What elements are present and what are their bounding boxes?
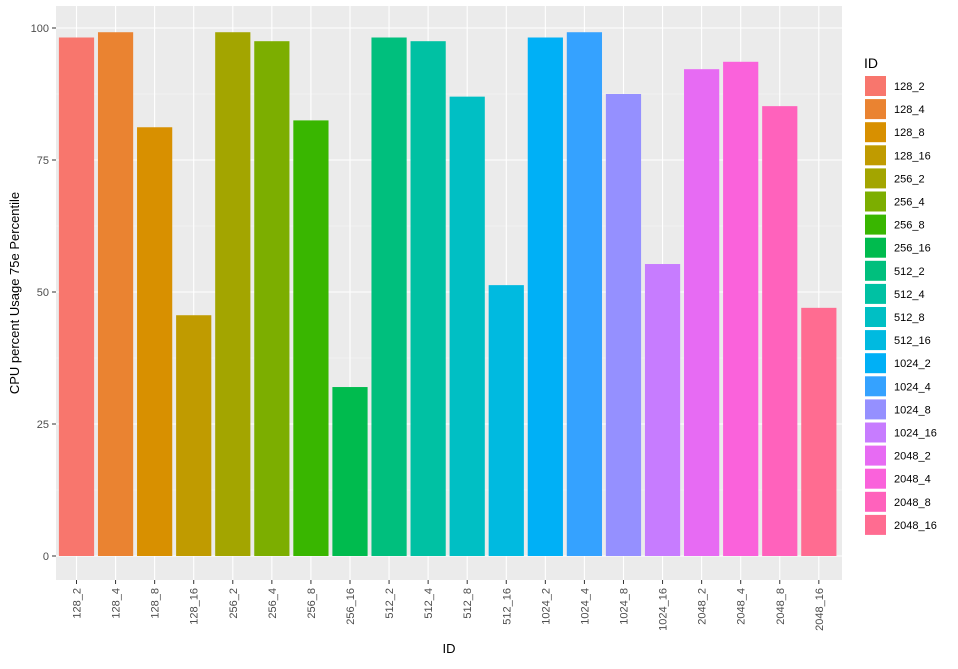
bar-128_16 [176,315,212,556]
legend-key-256_16 [865,237,886,258]
bar-1024_4 [566,32,603,556]
bar-2048_4 [723,61,759,557]
legend-label: 1024_2 [894,358,931,370]
legend-label: 2048_4 [894,474,931,486]
legend-label: 512_4 [894,289,925,301]
bar-128_4 [97,32,134,556]
legend-key-128_8 [865,122,886,143]
bar-1024_8 [605,94,642,556]
legend-key-128_2 [865,76,886,96]
x-axis: 128_2 128_4 128_8 128_16 256_2 256_4 256_8 256_… [72,580,826,631]
x-axis-title: ID [443,641,456,656]
x-tick-label: 512_8 [462,588,474,619]
legend-key-1024_2 [865,353,886,374]
x-tick-label: 512_2 [384,588,396,619]
y-tick-label: 75 [37,155,49,167]
bar-512_4 [410,41,446,556]
legend-key-1024_16 [865,422,886,443]
legend-label: 1024_4 [894,381,931,393]
bar-512_16 [488,285,524,556]
legend-key-512_8 [865,307,886,327]
legend-key-2048_2 [865,445,886,466]
legend-label: 512_16 [894,335,931,347]
bar-1024_2 [527,37,563,556]
legend-key-256_8 [865,214,886,235]
legend-key-128_4 [865,99,886,120]
legend-key-256_4 [865,191,886,212]
legend-label: 512_8 [894,312,925,324]
legend-key-128_16 [865,145,886,166]
x-tick-label: 1024_2 [540,588,552,625]
bar-512_8 [449,96,485,556]
y-tick-label: 0 [43,551,49,563]
legend-label: 256_16 [894,243,931,255]
legend-label: 512_2 [894,266,925,278]
legend-key-2048_4 [865,468,886,489]
x-tick-label: 128_2 [72,588,84,619]
legend-label: 2048_8 [894,497,931,509]
legend-label: 128_8 [894,127,925,139]
y-tick-label: 100 [31,23,49,35]
x-tick-label: 512_4 [423,588,435,619]
legend-label: 1024_8 [894,404,931,416]
legend-key-1024_8 [865,399,886,420]
x-tick-label: 256_2 [228,588,240,619]
legend-key-512_16 [865,330,886,351]
x-tick-label: 2048_2 [697,588,709,625]
bar-2048_2 [684,69,720,557]
bar-2048_16 [801,307,837,556]
legend-key-2048_8 [865,491,886,512]
x-tick-label: 128_8 [150,588,162,619]
bar-256_8 [293,120,329,557]
x-tick-label: 2048_4 [736,588,748,625]
legend-label: 128_4 [894,104,925,116]
bar-128_8 [137,127,173,556]
legend-label: 128_16 [894,150,931,162]
bar-1024_16 [644,264,681,556]
x-tick-label: 256_4 [267,588,279,619]
legend-key-512_4 [865,283,886,304]
x-tick-label: 512_16 [501,588,513,625]
legend-label: 2048_2 [894,451,931,463]
bar-256_2 [215,32,251,556]
legend-label: 1024_16 [894,428,937,440]
y-axis: 0 25 50 75 100 [31,23,56,563]
x-tick-label: 1024_8 [618,588,630,625]
legend-key-2048_16 [865,514,886,535]
x-tick-label: 256_8 [306,588,318,619]
bar-256_4 [254,41,290,556]
legend: ID 128_2 128_4 128_8 128_16 256_2 256_4 256_8 2… [864,55,937,535]
legend-label: 2048_16 [894,520,937,532]
legend-title: ID [864,55,878,71]
x-tick-label: 2048_16 [814,588,826,631]
y-tick-label: 50 [37,287,49,299]
x-tick-label: 128_16 [189,588,201,625]
bar-512_2 [371,37,407,556]
x-tick-label: 1024_16 [658,588,670,631]
x-tick-label: 1024_4 [579,588,591,625]
legend-key-256_2 [865,168,886,189]
bars-group [58,32,837,557]
legend-key-512_2 [865,260,886,281]
legend-label: 256_8 [894,220,925,232]
x-tick-label: 2048_8 [775,588,787,625]
x-tick-label: 128_4 [111,588,123,619]
x-tick-label: 256_16 [345,588,357,625]
y-tick-label: 25 [37,419,49,431]
bar-128_2 [58,37,95,556]
legend-key-1024_4 [865,376,886,397]
legend-label: 256_2 [894,173,925,185]
bar-256_16 [332,387,368,556]
y-axis-title: CPU percent Usage 75e Percentile [7,192,22,394]
legend-label: 256_4 [894,197,925,209]
bar-2048_8 [762,106,798,557]
legend-label: 128_2 [894,81,925,93]
